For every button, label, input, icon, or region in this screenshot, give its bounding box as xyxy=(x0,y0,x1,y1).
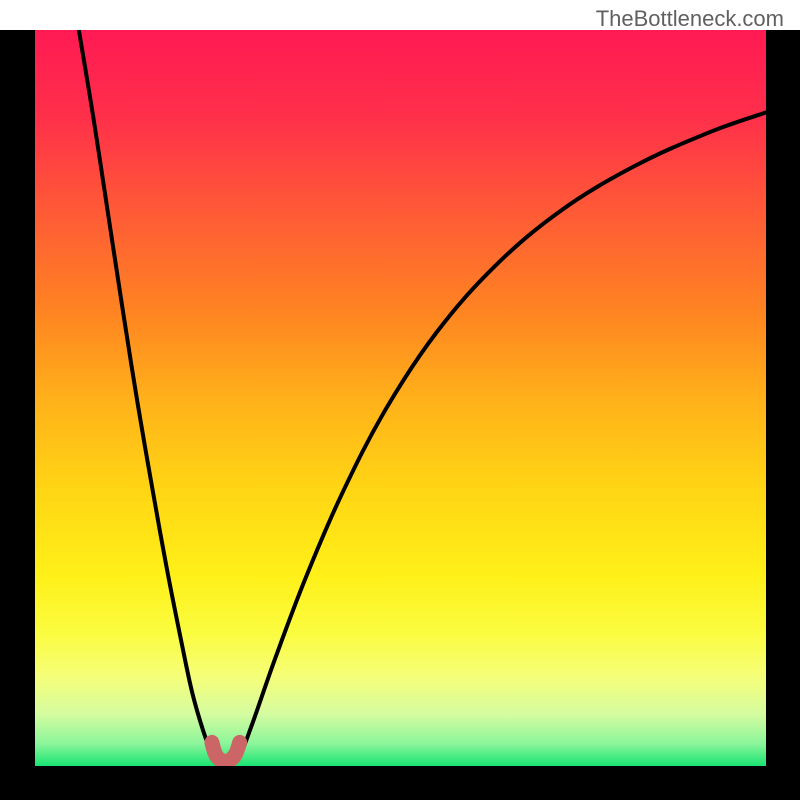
chart-container: TheBottleneck.com xyxy=(0,0,800,800)
gradient-background xyxy=(35,30,766,766)
attribution-text: TheBottleneck.com xyxy=(596,6,784,32)
plot-area xyxy=(35,30,766,766)
chart-svg xyxy=(35,30,766,766)
